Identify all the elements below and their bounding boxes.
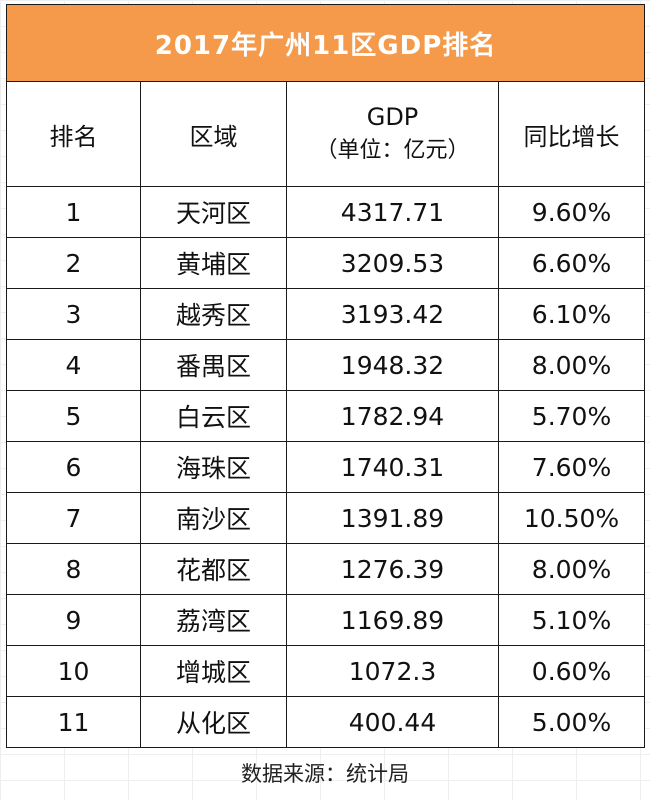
- cell-gdp: 1948.32: [286, 339, 499, 391]
- data-source-note: 数据来源：统计局: [241, 762, 409, 786]
- column-header-growth: 同比增长: [497, 81, 646, 187]
- cell-gdp: 1072.3: [286, 645, 499, 697]
- cell-gdp: 1391.89: [286, 492, 499, 544]
- cell-district: 荔湾区: [140, 594, 287, 646]
- cell-growth: 5.10%: [497, 594, 646, 646]
- cell-rank: 1: [6, 186, 141, 238]
- column-header-rank: 排名: [6, 81, 141, 187]
- cell-gdp: 3209.53: [286, 237, 499, 289]
- gdp-ranking-table: 2017年广州11区GDP排名 排名 区域 GDP （单位：亿元） 同比增长 1…: [5, 4, 646, 748]
- cell-rank: 2: [6, 237, 141, 289]
- column-header-district: 区域: [140, 81, 287, 187]
- cell-rank: 3: [6, 288, 141, 340]
- gdp-unit-label: （单位：亿元）: [315, 138, 470, 163]
- cell-growth: 8.00%: [497, 339, 646, 391]
- cell-rank: 4: [6, 339, 141, 391]
- table-row: 4 番禺区 1948.32 8.00%: [6, 339, 646, 391]
- cell-rank: 11: [6, 696, 141, 748]
- gdp-header-label: GDP: [366, 103, 419, 131]
- cell-district: 南沙区: [140, 492, 287, 544]
- cell-growth: 10.50%: [497, 492, 646, 544]
- cell-gdp: 4317.71: [286, 186, 499, 238]
- cell-growth: 9.60%: [497, 186, 646, 238]
- cell-rank: 8: [6, 543, 141, 595]
- cell-rank: 7: [6, 492, 141, 544]
- table-row: 11 从化区 400.44 5.00%: [6, 696, 646, 748]
- cell-growth: 7.60%: [497, 441, 646, 493]
- cell-growth: 6.10%: [497, 288, 646, 340]
- cell-growth: 5.70%: [497, 390, 646, 442]
- cell-gdp: 1169.89: [286, 594, 499, 646]
- cell-district: 越秀区: [140, 288, 287, 340]
- table-row: 6 海珠区 1740.31 7.60%: [6, 441, 646, 493]
- cell-rank: 9: [6, 594, 141, 646]
- header-row: 排名 区域 GDP （单位：亿元） 同比增长: [6, 81, 646, 187]
- cell-growth: 5.00%: [497, 696, 646, 748]
- table-row: 3 越秀区 3193.42 6.10%: [6, 288, 646, 340]
- cell-growth: 6.60%: [497, 237, 646, 289]
- cell-gdp: 3193.42: [286, 288, 499, 340]
- table-row: 7 南沙区 1391.89 10.50%: [6, 492, 646, 544]
- cell-gdp: 1276.39: [286, 543, 499, 595]
- table-row: 1 天河区 4317.71 9.60%: [6, 186, 646, 238]
- cell-rank: 5: [6, 390, 141, 442]
- cell-district: 番禺区: [140, 339, 287, 391]
- cell-district: 黄埔区: [140, 237, 287, 289]
- table-row: 10 增城区 1072.3 0.60%: [6, 645, 646, 697]
- cell-district: 海珠区: [140, 441, 287, 493]
- cell-rank: 6: [6, 441, 141, 493]
- table-row: 9 荔湾区 1169.89 5.10%: [6, 594, 646, 646]
- table-title: 2017年广州11区GDP排名: [5, 4, 646, 82]
- cell-district: 白云区: [140, 390, 287, 442]
- cell-growth: 0.60%: [497, 645, 646, 697]
- cell-gdp: 1740.31: [286, 441, 499, 493]
- table-row: 8 花都区 1276.39 8.00%: [6, 543, 646, 595]
- cell-growth: 8.00%: [497, 543, 646, 595]
- cell-district: 花都区: [140, 543, 287, 595]
- cell-district: 增城区: [140, 645, 287, 697]
- table-row: 2 黄埔区 3209.53 6.60%: [6, 237, 646, 289]
- column-header-gdp: GDP （单位：亿元）: [286, 81, 499, 187]
- cell-rank: 10: [6, 645, 141, 697]
- cell-district: 从化区: [140, 696, 287, 748]
- cell-gdp: 1782.94: [286, 390, 499, 442]
- cell-gdp: 400.44: [286, 696, 499, 748]
- table-row: 5 白云区 1782.94 5.70%: [6, 390, 646, 442]
- cell-district: 天河区: [140, 186, 287, 238]
